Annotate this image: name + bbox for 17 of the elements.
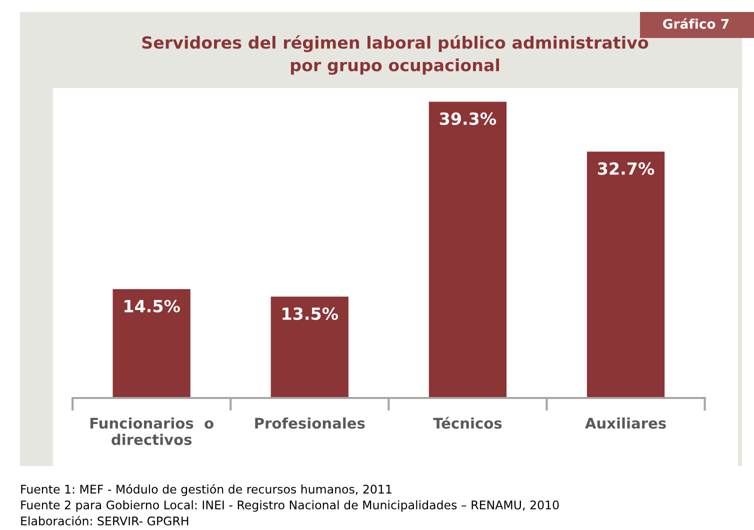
x-tick-label: Funcionarios o directivos <box>90 417 214 446</box>
x-tick-label: Técnicos <box>433 416 502 429</box>
bar <box>111 288 192 398</box>
text: Elaboración: SERVIR- GPGRH <box>21 516 188 526</box>
chart-title: Servidores del régimen laboral público administrativo por grupo ocupacional <box>142 35 648 75</box>
x-tick-label: Profesionales <box>255 417 365 429</box>
bar <box>269 295 350 398</box>
bar <box>428 100 508 398</box>
data-label: 39.3% <box>440 112 496 126</box>
text: Gráfico 7 <box>663 18 729 29</box>
x-tick-label: Auxiliares <box>585 417 666 429</box>
data-label: 32.7% <box>598 162 654 175</box>
bar <box>586 150 666 398</box>
data-label: 13.5% <box>282 307 338 320</box>
source-note: Fuente 1: MEF - Módulo de gestión de recursos humanos, 2011 <box>21 484 392 496</box>
data-label: 14.5% <box>124 300 180 312</box>
source-note: Fuente 2 para Gobierno Local: INEI - Registro Nacional de Municipalidades – RENAMU, 2010 <box>21 500 559 512</box>
